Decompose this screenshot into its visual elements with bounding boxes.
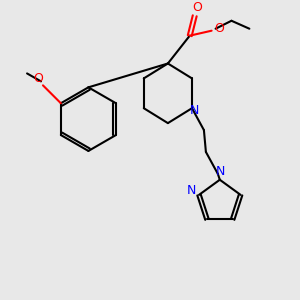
Text: N: N <box>186 184 196 197</box>
Text: N: N <box>189 104 199 117</box>
Text: N: N <box>216 165 226 178</box>
Text: O: O <box>192 1 202 14</box>
Text: O: O <box>214 22 224 35</box>
Text: O: O <box>33 72 43 85</box>
